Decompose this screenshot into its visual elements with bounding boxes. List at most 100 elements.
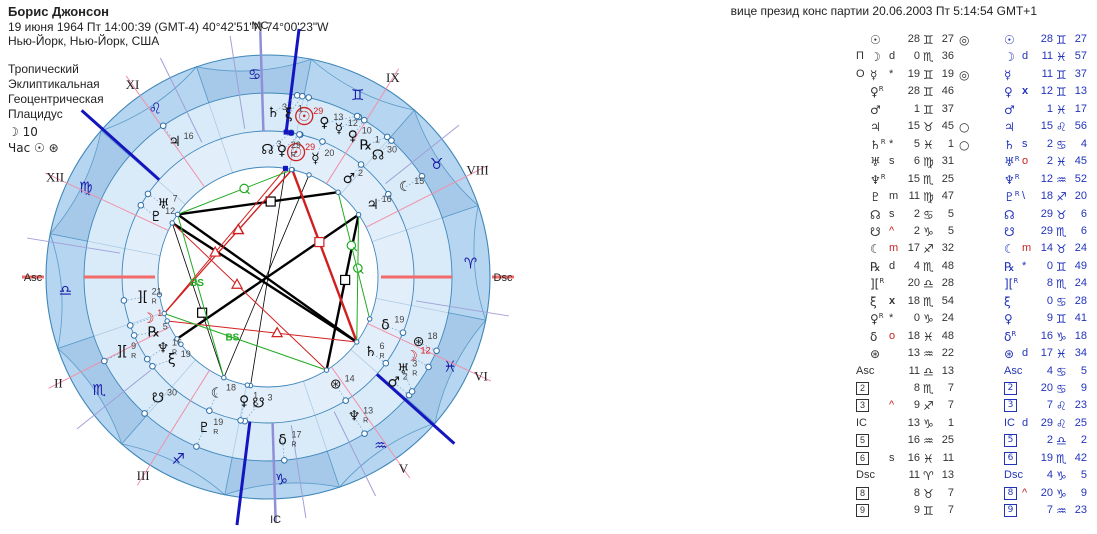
minute-value: 18	[1074, 329, 1087, 342]
aspect-line-mars-uranus	[177, 191, 339, 216]
table-row[interactable]: ℞ d 4 ♏ 48 ℞ * 0 ♊ 49	[856, 260, 1096, 277]
sign-glyph: ♊	[923, 33, 934, 47]
svg-text:20: 20	[324, 148, 334, 158]
minute-value: 28	[941, 277, 954, 290]
minute-value: 27	[1074, 33, 1087, 45]
table-row[interactable]: ☾ m 17 ♐ 32 ☾ m 14 ♉ 24	[856, 242, 1096, 259]
aspect-prefix: O	[856, 67, 865, 80]
moon-day-indicator: ☽ 10	[8, 125, 38, 139]
degree-value: 15	[907, 172, 920, 185]
sign-glyph: ♏	[1056, 224, 1067, 239]
dignity-flag: *	[889, 137, 894, 150]
sign-glyph: ♒	[923, 434, 934, 449]
degree-value: 16	[907, 451, 920, 464]
table-row[interactable]: Asc 11 ♎ 13 Asc 4 ♋ 5	[856, 365, 1096, 382]
svg-text:R: R	[379, 353, 384, 360]
sign-glyph: ♊	[1056, 67, 1067, 82]
table-row[interactable]: O ☿ * 19 ♊ 19 ◎ ☿ 11 ♊ 37	[856, 68, 1096, 85]
degree-value: 0	[913, 50, 920, 63]
table-row[interactable]: 5 16 ♒ 25 5 2 ♎ 2	[856, 434, 1096, 451]
table-row[interactable]: П ☽ d 0 ♏ 36 ☽ d 11 ♓ 57	[856, 50, 1096, 67]
house-cusp-label: IC	[1004, 416, 1015, 429]
degree-value: 9	[913, 504, 920, 517]
degree-value: 20	[1040, 486, 1053, 499]
minute-value: 56	[1074, 120, 1087, 133]
table-row[interactable]: ⊛ 13 ♒ 22 ⊛ d 17 ♓ 34	[856, 347, 1096, 364]
sign-glyph: ♑	[1056, 469, 1067, 484]
table-row[interactable]: ♆ R 15 ♏ 25 ♆ R 12 ♒ 52	[856, 173, 1096, 190]
minute-value: 23	[1074, 504, 1087, 517]
sign-glyph: ♒	[1056, 504, 1067, 519]
planet-glyph: ⊛	[1004, 347, 1015, 362]
planet-glyph: ♇	[870, 190, 881, 205]
table-row[interactable]: ♃ 15 ♉ 45 ○ ♃ 15 ♌ 56	[856, 120, 1096, 137]
dignity-flag: o	[889, 329, 896, 342]
minute-value: 25	[1074, 416, 1087, 429]
planet-glyph: ♀	[1004, 85, 1013, 100]
natal-transit-wheel-chart[interactable]: ♈♉♊♋♌♍♎♏♐♑♒♓AscIIIIIICVVIDscVIIIIXMCXIXI…	[0, 0, 860, 534]
table-row[interactable]: ][R 20 ♎ 28][R 8 ♏ 24	[856, 277, 1096, 294]
table-row[interactable]: IC 13 ♑ 1 IC d 29 ♌ 25	[856, 417, 1096, 434]
aspect-line-sun-saturn	[291, 169, 358, 343]
table-row[interactable]: 2 8 ♏ 7 2 20 ♋ 9	[856, 382, 1096, 399]
svg-text:17: 17	[292, 429, 302, 439]
dignity-flag: ^	[889, 224, 895, 237]
transit-planet-pluto: ♇	[198, 420, 211, 436]
transit-planet-fiction-3: ♀	[348, 129, 358, 145]
degree-value: 17	[1040, 347, 1053, 360]
minute-value: 19	[941, 67, 954, 80]
table-row[interactable]: ♀ R * 0 ♑ 24 ♀ 9 ♊ 41	[856, 312, 1096, 329]
table-row[interactable]: ♀ R 28 ♊ 46 ♀ x 12 ♊ 13	[856, 85, 1096, 102]
sign-glyph: ♏	[923, 172, 934, 187]
table-row[interactable]: ♄ R * 5 ♓ 1 ○ ♄ s 2 ♋ 4	[856, 138, 1096, 155]
table-row[interactable]: ☊ s 2 ♋ 5 ☊ 29 ♉ 6	[856, 208, 1096, 225]
house-label-XII: XII	[46, 170, 64, 185]
natal-planet-fiction-3: ♀	[239, 394, 249, 410]
natal-planet-north-node: ☊	[261, 142, 273, 158]
svg-text:12: 12	[348, 118, 358, 128]
aspect-line-moon-vertex	[164, 313, 327, 371]
minute-value: 1	[947, 137, 954, 150]
minute-value: 48	[941, 259, 954, 272]
house-label-Asc: Asc	[24, 272, 43, 284]
table-row[interactable]: 8 8 ♉ 7 8 ^ 20 ♑ 9	[856, 486, 1096, 504]
sign-glyph: ♎	[923, 364, 934, 379]
table-row[interactable]: Dsc 11 ♈ 13 Dsc 4 ♑ 5	[856, 469, 1096, 486]
svg-text:BS: BS	[225, 332, 239, 343]
svg-text:19: 19	[181, 349, 191, 359]
table-row[interactable]: ♇ m 11 ♍ 47 ♇ R \ 18 ♐ 20	[856, 190, 1096, 207]
table-row[interactable]: δ o 18 ♓ 48 δ R 16 ♑ 18	[856, 330, 1096, 347]
transit-planet-jupiter: ♃	[168, 134, 181, 150]
natal-planet-fiction-2: ξ	[168, 352, 176, 368]
minute-value: 34	[1074, 347, 1087, 360]
svg-text:R: R	[363, 418, 368, 425]
minute-value: 31	[941, 155, 954, 168]
degree-value: 19	[907, 67, 920, 80]
planet-glyph: ♃	[1004, 120, 1015, 135]
degree-value: 13	[907, 347, 920, 360]
degree-value: 29	[1040, 224, 1053, 237]
libra-sign-glyph: ♎	[59, 281, 72, 299]
svg-text:19: 19	[394, 314, 404, 324]
degree-value: 6	[913, 155, 920, 168]
table-row[interactable]: ξ x 18 ♏ 54 ξ 0 ♋ 28	[856, 295, 1096, 312]
svg-text:13: 13	[333, 112, 343, 122]
planet-glyph: ][R	[870, 277, 885, 292]
sign-glyph: ♊	[923, 102, 934, 117]
dignity-flag: s	[889, 451, 895, 464]
table-row[interactable]: 6 s 16 ♓ 11 6 19 ♏ 42	[856, 451, 1096, 469]
svg-text:10: 10	[362, 126, 372, 136]
table-row[interactable]: ♂ 1 ♊ 37 ♂ 1 ♓ 17	[856, 103, 1096, 120]
table-row[interactable]: 9 9 ♊ 7 9 7 ♒ 23	[856, 504, 1096, 521]
svg-text:1: 1	[298, 103, 303, 113]
transit-planet-south-node: ☋	[152, 391, 164, 407]
table-row[interactable]: 3 ^ 9 ♐ 7 3 7 ♌ 23	[856, 399, 1096, 416]
svg-text:3: 3	[276, 139, 281, 149]
table-row[interactable]: ☉ 28 ♊ 27 ◎ ☉ 28 ♊ 27	[856, 33, 1096, 50]
minute-value: 2	[1080, 434, 1087, 447]
degree-value: 29	[1040, 416, 1053, 429]
svg-text:12: 12	[165, 206, 175, 216]
table-row[interactable]: ☋ ^ 2 ♑ 5 ☋ 29 ♏ 6	[856, 225, 1096, 242]
minute-value: 4	[1080, 137, 1087, 150]
